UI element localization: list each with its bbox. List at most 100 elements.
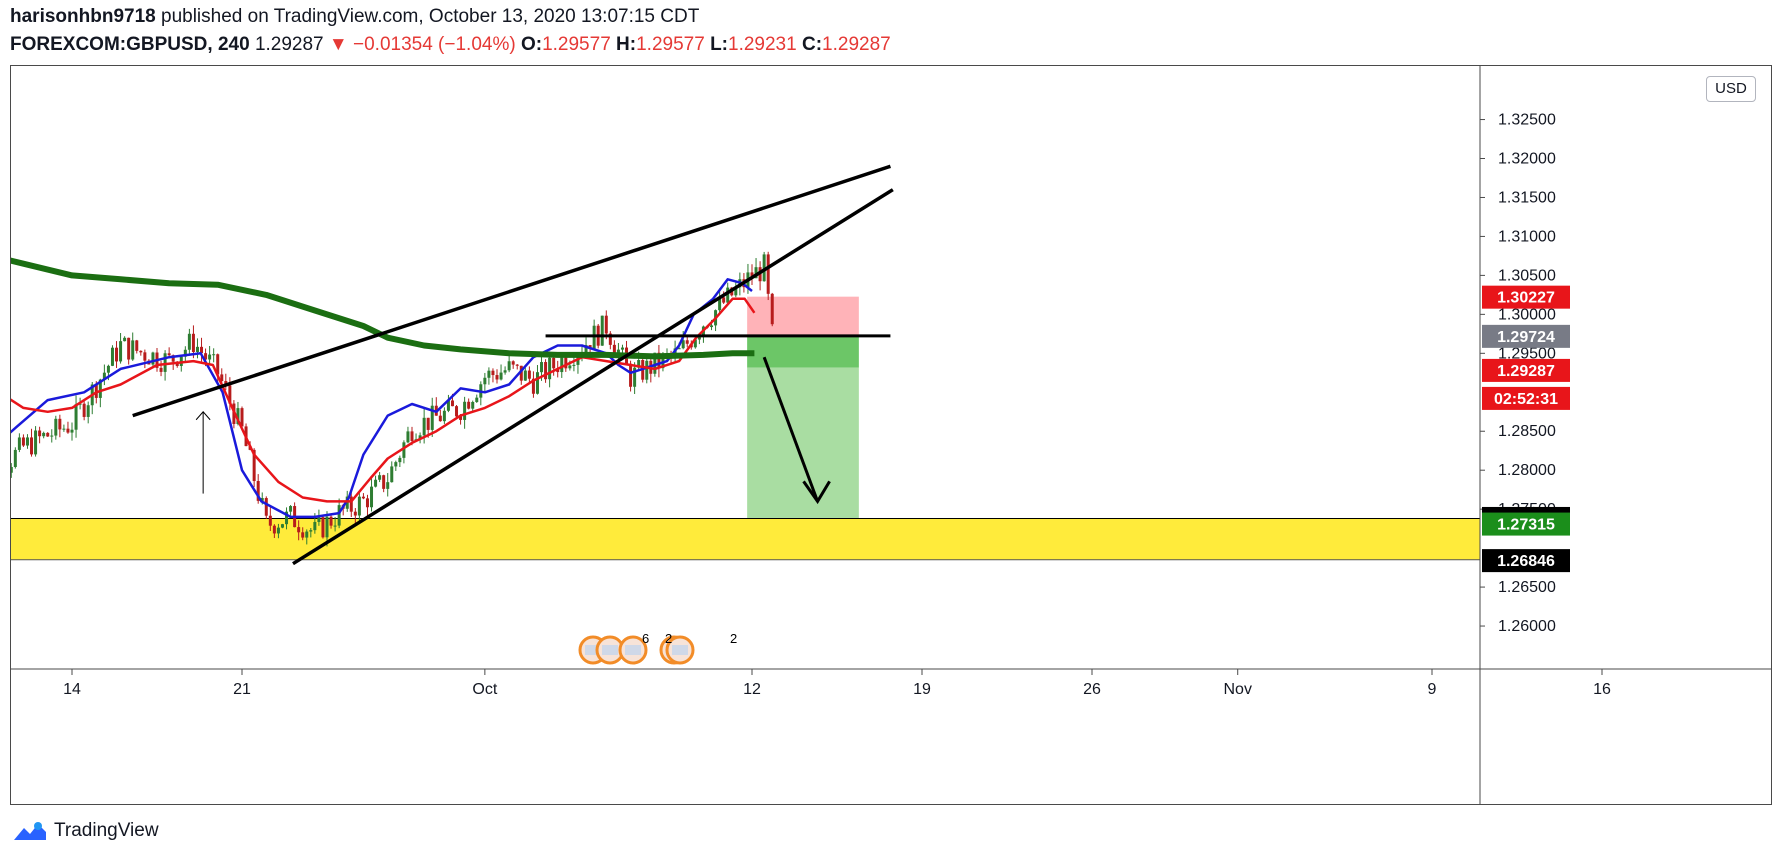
candle-body [309, 530, 313, 532]
tradingview-logo-icon [14, 822, 46, 840]
down-arrow-shaft [762, 356, 819, 502]
symbol-label[interactable]: FOREXCOM:GBPUSD, 240 [10, 34, 250, 55]
candle-body [402, 442, 406, 458]
candle-body [200, 346, 204, 354]
time-tick-label: Oct [472, 681, 497, 698]
candle-body [467, 401, 471, 409]
candle-body [50, 435, 54, 437]
candle-body [544, 362, 548, 380]
support-zone [10, 518, 1480, 560]
candle-body [361, 496, 365, 499]
candle-body [110, 347, 114, 366]
candle-body [256, 481, 260, 501]
candle-body [272, 525, 276, 534]
event-badge-count: 2 [665, 631, 672, 646]
candle-body [228, 385, 232, 404]
currency-button[interactable]: USD [1706, 76, 1756, 102]
candle-body [236, 408, 240, 424]
price-tick-label: 1.29500 [1498, 345, 1556, 362]
price-chart[interactable]: 6 2 2 1.32500 1.32000 1.31500 1.31000 1.30500 1.… [10, 65, 1772, 805]
price-change: −0.01354 (−1.04%) [353, 34, 516, 55]
candle-body [98, 379, 102, 398]
candle-body [305, 531, 309, 538]
candle-body [195, 346, 199, 352]
low-label: L: [710, 34, 729, 55]
time-tick-label: 21 [233, 681, 251, 698]
brand-label: TradingView [54, 820, 159, 841]
time-tick-label: 19 [913, 681, 931, 698]
candle-body [495, 375, 499, 380]
candle-body [240, 408, 244, 427]
candle-body [552, 357, 556, 369]
price-axis-badge [1482, 512, 1570, 536]
candle-body [131, 340, 135, 360]
price-axis-badge [1482, 549, 1570, 573]
chart-frame [10, 65, 1772, 805]
candle-body [54, 418, 58, 436]
candle-body [584, 345, 588, 353]
candle-body [260, 498, 264, 501]
candle-body [191, 333, 195, 352]
candle-body [612, 344, 616, 355]
author-name[interactable]: harisonhbn9718 [10, 6, 156, 27]
plot-area: 6 2 2 [10, 164, 1480, 665]
candle-body [762, 254, 766, 282]
price-axis-badge-label: 1.29287 [1497, 363, 1555, 380]
candle-body [442, 410, 446, 422]
candle-body [394, 462, 398, 467]
candle-body [620, 347, 624, 350]
candle-body [406, 431, 410, 443]
candle-body [535, 372, 539, 394]
moving-average-line [10, 257, 755, 360]
candle-body [216, 354, 220, 375]
candle-body [734, 287, 738, 296]
close-value: 1.29287 [822, 34, 891, 55]
candle-body [677, 348, 681, 350]
published-text: published on TradingView.com, October 13… [161, 6, 700, 27]
price-axis-badge-label: 1.27315 [1497, 517, 1555, 534]
candle-body [450, 400, 454, 407]
candle-body [139, 350, 143, 353]
candle-body [378, 475, 382, 480]
candle-body [349, 496, 353, 512]
flag-badge-inner [602, 645, 618, 655]
candle-body [608, 333, 612, 345]
candle-body [463, 401, 467, 420]
candle-body [276, 527, 280, 534]
candle-body [697, 336, 701, 340]
candle-body [252, 449, 256, 482]
candle-body [540, 362, 544, 373]
candle-body [10, 466, 13, 473]
candle-body [42, 432, 46, 437]
candle-body [418, 435, 422, 440]
candle-body [564, 357, 568, 369]
candle-body [410, 431, 414, 441]
candle-body [653, 352, 657, 374]
candle-body [329, 516, 333, 526]
candle-body [268, 515, 272, 526]
candle-body [374, 479, 378, 487]
channel-lower-line [292, 188, 894, 566]
footer-brand[interactable]: TradingView [12, 820, 159, 842]
candle-body [718, 297, 722, 311]
price-tick-label: 1.30500 [1498, 267, 1556, 284]
candle-body [455, 406, 459, 417]
candle-body [722, 297, 726, 303]
event-badge-count: 2 [730, 631, 737, 646]
candle-body [13, 449, 17, 467]
time-tick-label: 16 [1593, 681, 1611, 698]
open-value: 1.29577 [542, 34, 611, 55]
time-tick-label: 12 [743, 681, 761, 698]
candle-body [754, 267, 758, 279]
candle-body [127, 337, 131, 360]
candle-body [58, 418, 62, 430]
candle-body [17, 437, 21, 450]
candle-body [430, 405, 434, 430]
candle-body [459, 416, 463, 420]
candle-body [685, 340, 689, 344]
event-badges: 6 2 2 [578, 631, 737, 665]
symbol-info: FOREXCOM:GBPUSD, 240 1.29287 ▼ −0.01354 … [10, 34, 891, 56]
candle-body [681, 340, 685, 349]
stop-loss-zone [747, 296, 859, 336]
flag-badge-inner [672, 645, 688, 655]
